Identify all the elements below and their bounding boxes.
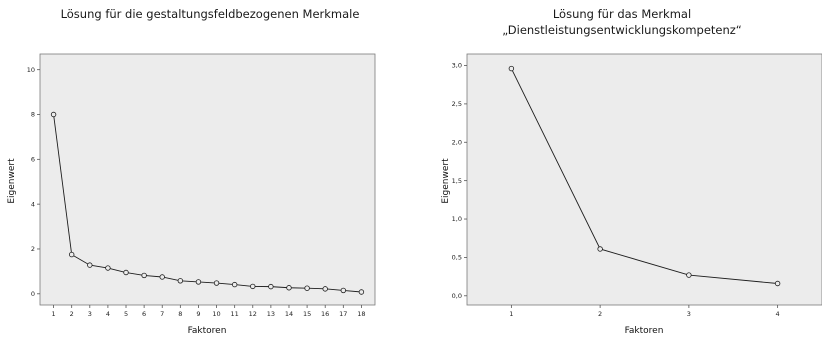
chart-left-data-point xyxy=(322,286,328,292)
chart-right-data-point xyxy=(508,65,515,72)
chart-right-ylabel: Eigenwert xyxy=(441,158,451,204)
chart-left-data-point xyxy=(231,281,238,288)
chart-right-y-tick-label: 3,0 xyxy=(452,62,462,70)
chart-right-x-tick-label: 4 xyxy=(776,310,780,318)
chart-left-x-tick-label: 7 xyxy=(160,310,164,318)
chart-right-x-tick-label: 3 xyxy=(687,310,691,318)
chart-left-x-tick-label: 5 xyxy=(124,310,128,318)
chart-right-title-line-1: Lösung für das Merkmal xyxy=(553,7,691,21)
chart-left-ylabel: Eigenwert xyxy=(7,158,17,204)
chart-left-y-tick-label: 6 xyxy=(31,156,35,164)
chart-right-series-line xyxy=(510,68,778,284)
chart-left-x-tick-label: 1 xyxy=(52,310,56,318)
chart-left-title: Lösung für die gestaltungsfeldbezogenen … xyxy=(61,7,360,21)
chart-right-data-point xyxy=(686,272,692,278)
chart-left-data-point xyxy=(123,269,129,276)
chart-left-x-tick-label: 14 xyxy=(285,310,293,318)
chart-left-x-tick-label: 4 xyxy=(106,310,110,318)
chart-left-data-point xyxy=(268,283,274,290)
chart-left-y-tick-label: 2 xyxy=(31,245,35,253)
chart-left-y-tick-label: 8 xyxy=(31,111,35,119)
chart-left-x-tick-label: 8 xyxy=(178,310,182,318)
chart-left-plot-area xyxy=(39,53,376,306)
chart-right-x-tick-label: 1 xyxy=(509,310,513,318)
chart-left-data-point xyxy=(87,262,93,268)
chart-left-x-tick-label: 9 xyxy=(196,310,200,318)
chart-left-x-tick-label: 6 xyxy=(142,310,146,318)
chart-right-x-tick-label: 2 xyxy=(598,310,602,318)
chart-left-data-point xyxy=(68,251,75,258)
chart-right-y-tick-label: 2,0 xyxy=(452,138,462,146)
chart-left-x-tick-label: 3 xyxy=(88,310,92,318)
chart-left-x-tick-label: 10 xyxy=(212,310,220,318)
chart-left-x-tick-label: 15 xyxy=(303,310,311,318)
chart-left-data-point xyxy=(177,278,184,284)
chart-right-plot-area xyxy=(466,53,822,306)
chart-left-data-point xyxy=(286,285,292,291)
chart-right-xlabel: Faktoren xyxy=(625,326,664,336)
chart-right-title-line-2: „Dienstleistungsentwicklungskompetenz“ xyxy=(502,23,742,37)
chart-right: Lösung für das Merkmal „Dienstleistungse… xyxy=(441,7,822,336)
chart-left-data-point xyxy=(250,283,256,290)
chart-left-x-tick-label: 16 xyxy=(321,310,329,318)
chart-left-data-point xyxy=(304,285,310,291)
chart-left-data-point xyxy=(340,287,347,294)
chart-left-y-tick-label: 0 xyxy=(31,290,35,298)
chart-right-y-tick-label: 0,5 xyxy=(452,254,462,262)
chart-left: Lösung für die gestaltungsfeldbezogenen … xyxy=(7,7,376,336)
chart-left-data-point xyxy=(105,265,111,271)
chart-left-data-point xyxy=(159,274,165,280)
chart-left-series-line xyxy=(53,114,362,293)
chart-right-y-tick-label: 0,0 xyxy=(452,292,462,300)
chart-right-y-tick-label: 1,5 xyxy=(452,177,462,185)
chart-left-xlabel: Faktoren xyxy=(188,326,227,336)
chart-left-x-tick-label: 12 xyxy=(249,310,257,318)
chart-left-x-tick-label: 2 xyxy=(70,310,74,318)
chart-left-data-point xyxy=(141,272,147,279)
chart-left-data-point xyxy=(50,111,57,118)
chart-left-data-point xyxy=(213,280,220,286)
chart-right-data-point xyxy=(597,246,603,252)
chart-left-x-tick-label: 13 xyxy=(267,310,275,318)
chart-left-y-tick-label: 10 xyxy=(27,66,35,74)
chart-left-x-tick-label: 18 xyxy=(357,310,365,318)
chart-left-data-point xyxy=(358,289,365,295)
chart-left-x-tick-label: 17 xyxy=(339,310,347,318)
chart-right-y-tick-label: 1,0 xyxy=(452,215,462,223)
chart-left-data-point xyxy=(195,279,202,285)
chart-left-y-tick-label: 4 xyxy=(31,200,35,208)
chart-left-x-tick-label: 11 xyxy=(231,310,239,318)
chart-right-y-tick-label: 2,5 xyxy=(452,100,462,108)
chart-right-data-point xyxy=(774,280,781,287)
